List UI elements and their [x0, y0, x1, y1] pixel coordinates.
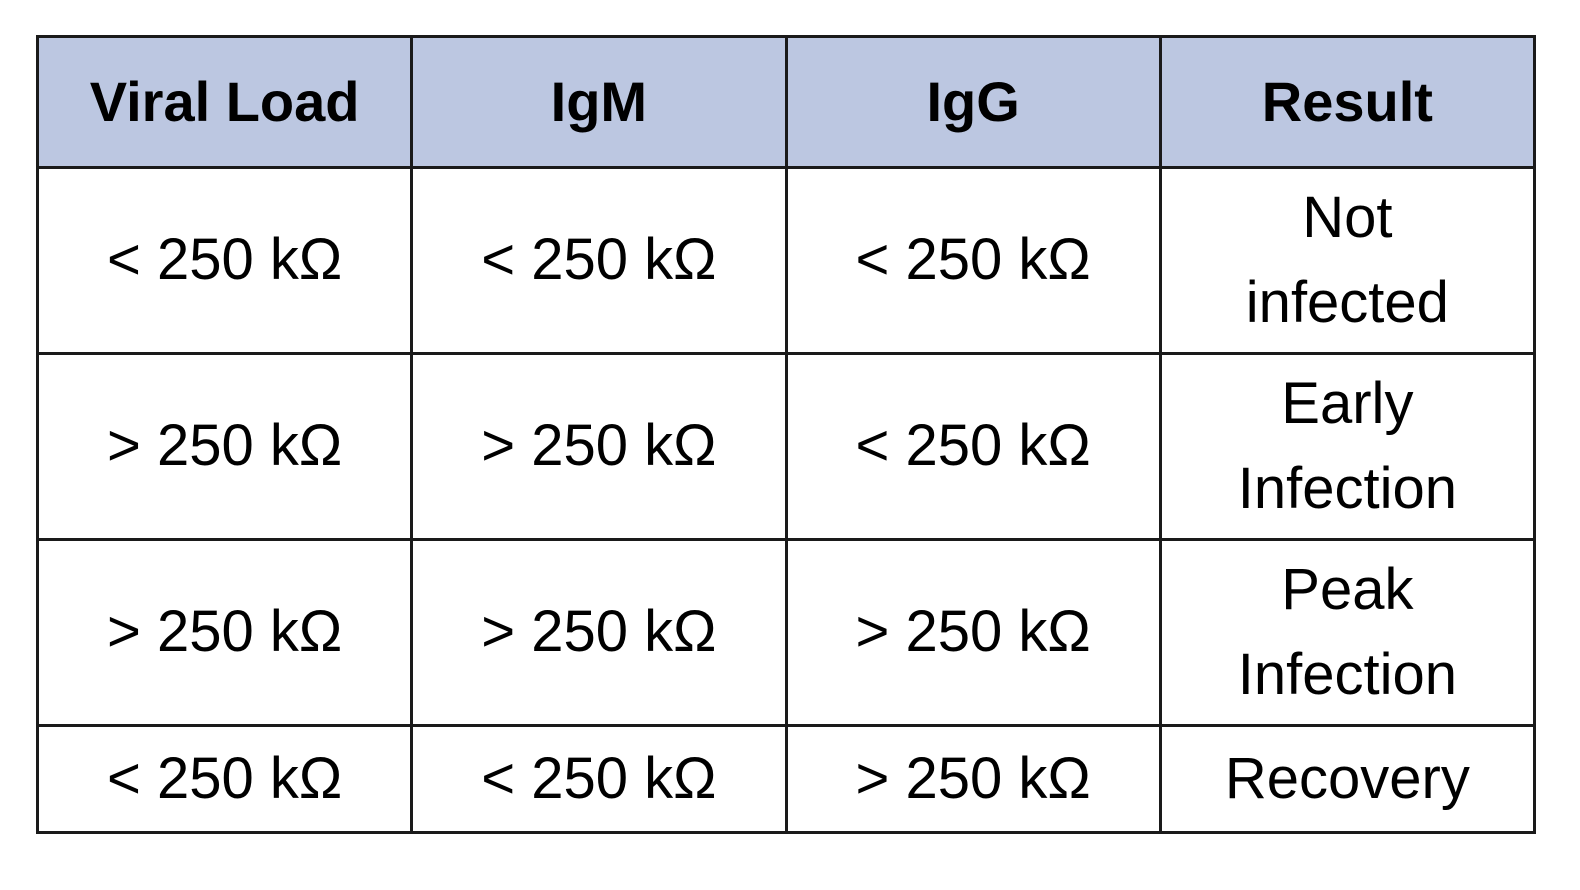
table-row: < 250 kΩ < 250 kΩ < 250 kΩ Not infected — [35, 166, 1537, 355]
header-viral-load: Viral Load — [35, 35, 414, 169]
result-cell: Not infected — [1158, 166, 1537, 355]
igg-cell: > 250 kΩ — [784, 538, 1162, 727]
table-row: > 250 kΩ > 250 kΩ < 250 kΩ Early Infecti… — [35, 352, 1537, 541]
header-igg: IgG — [784, 35, 1162, 169]
table-row: < 250 kΩ < 250 kΩ > 250 kΩ Recovery — [35, 724, 1537, 834]
viral-load-cell: < 250 kΩ — [35, 724, 414, 834]
header-result: Result — [1158, 35, 1537, 169]
table-header-row: Viral Load IgM IgG Result — [35, 35, 1537, 169]
table-row: > 250 kΩ > 250 kΩ > 250 kΩ Peak Infectio… — [35, 538, 1537, 727]
igm-cell: > 250 kΩ — [410, 538, 788, 727]
result-cell: Early Infection — [1158, 352, 1537, 541]
igg-cell: < 250 kΩ — [784, 352, 1162, 541]
viral-load-cell: > 250 kΩ — [35, 538, 414, 727]
igm-cell: < 250 kΩ — [410, 724, 788, 834]
result-cell: Recovery — [1158, 724, 1537, 834]
result-cell: Peak Infection — [1158, 538, 1537, 727]
viral-load-cell: > 250 kΩ — [35, 352, 414, 541]
igm-cell: < 250 kΩ — [410, 166, 788, 355]
igg-cell: < 250 kΩ — [784, 166, 1162, 355]
igg-cell: > 250 kΩ — [784, 724, 1162, 834]
infection-status-table: Viral Load IgM IgG Result < 250 kΩ < 250… — [35, 35, 1537, 834]
viral-load-cell: < 250 kΩ — [35, 166, 414, 355]
igm-cell: > 250 kΩ — [410, 352, 788, 541]
header-igm: IgM — [410, 35, 788, 169]
